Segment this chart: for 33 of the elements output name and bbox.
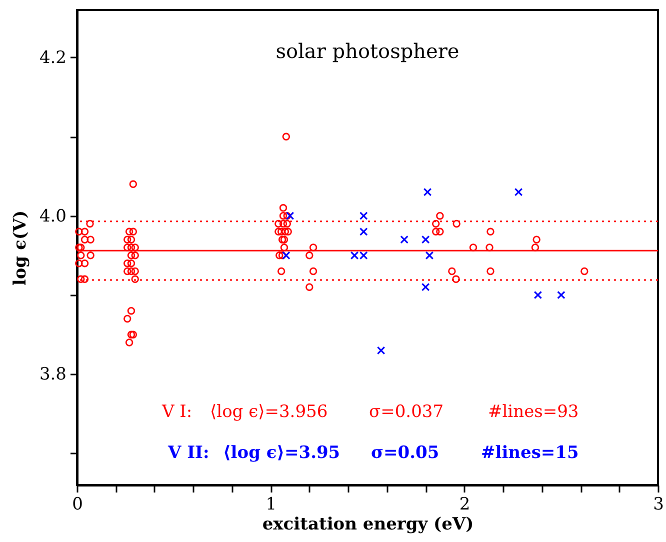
point bbox=[376, 346, 386, 355]
annotation: V II: bbox=[167, 443, 210, 463]
point bbox=[557, 290, 566, 300]
y-tick-label: 4.0 bbox=[39, 206, 66, 226]
x-axis-title: excitation energy (eV) bbox=[262, 514, 474, 534]
x-tick-label: 2 bbox=[459, 494, 470, 514]
y-tick-label: 4.2 bbox=[39, 48, 66, 68]
y-tick-label: 3.8 bbox=[39, 364, 66, 385]
annotation: ⟨log ϵ⟩=3.956 bbox=[210, 402, 328, 422]
annotation: V I: bbox=[161, 402, 192, 422]
point bbox=[534, 290, 542, 300]
point bbox=[423, 188, 432, 196]
point bbox=[359, 228, 368, 236]
point bbox=[350, 251, 359, 260]
y-axis-title: log ϵ(V) bbox=[10, 210, 30, 286]
annotation: σ=0.037 bbox=[369, 402, 444, 422]
point bbox=[359, 251, 368, 260]
annotation: #lines=15 bbox=[481, 443, 579, 463]
point bbox=[286, 212, 294, 220]
annotation: σ=0.05 bbox=[371, 443, 440, 463]
x-tick-label: 1 bbox=[266, 494, 277, 514]
annotation: #lines=93 bbox=[488, 402, 579, 422]
annotation: ⟨log ϵ⟩=3.95 bbox=[223, 443, 340, 463]
point bbox=[421, 235, 430, 244]
x-tick-label: 0 bbox=[72, 494, 83, 514]
point bbox=[514, 188, 523, 196]
point bbox=[425, 251, 434, 260]
point bbox=[359, 212, 368, 220]
x-tick-label: 3 bbox=[653, 494, 664, 514]
text: solar photosphere bbox=[276, 39, 460, 63]
point bbox=[282, 251, 290, 260]
point bbox=[421, 282, 430, 292]
point bbox=[400, 235, 408, 244]
